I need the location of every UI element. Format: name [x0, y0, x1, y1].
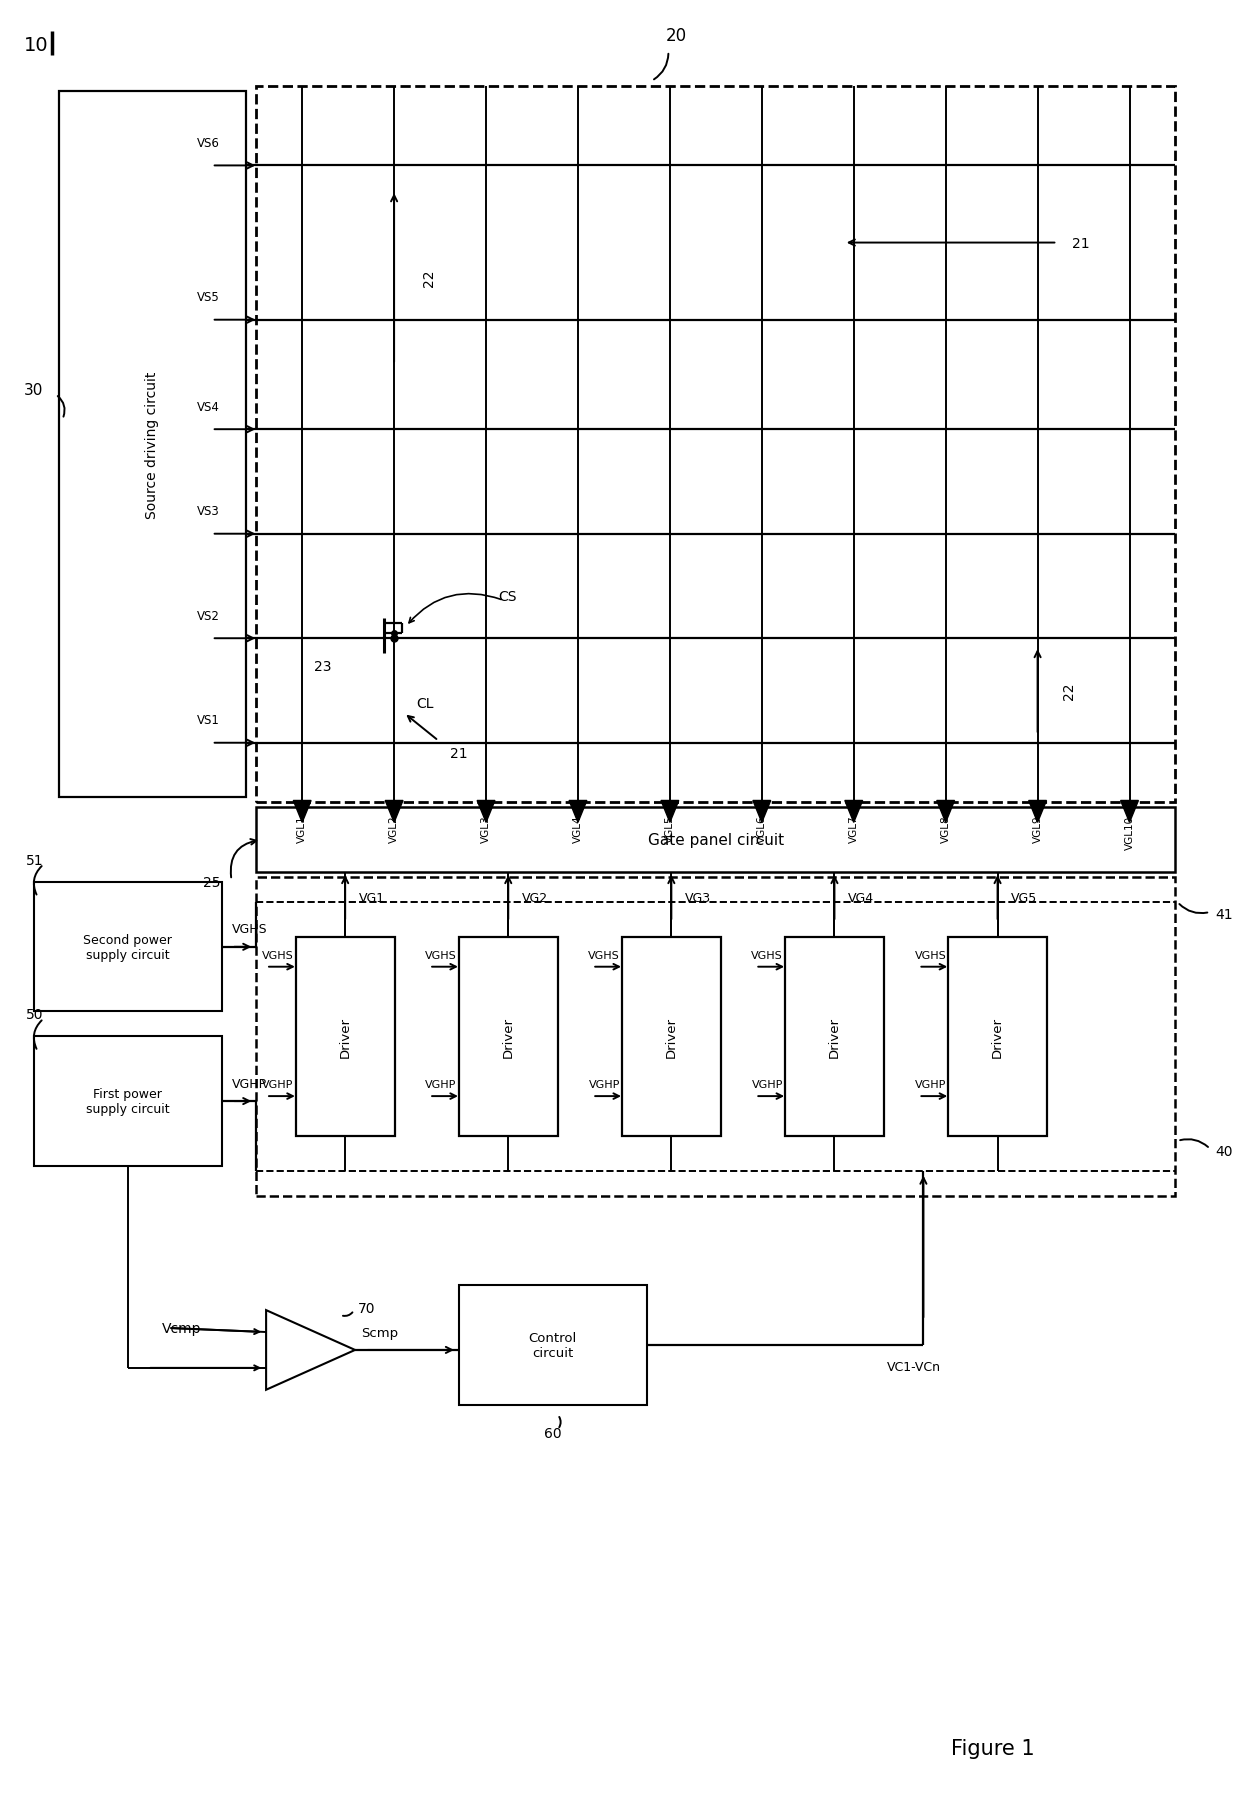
Text: 41: 41 [1215, 907, 1233, 922]
Text: VG4: VG4 [848, 891, 874, 904]
Text: 50: 50 [26, 1008, 43, 1023]
Polygon shape [1121, 801, 1138, 822]
Text: VG5: VG5 [1012, 891, 1038, 904]
Bar [33, 1037, 222, 1166]
Text: VS3: VS3 [197, 504, 221, 519]
Text: CL: CL [415, 696, 433, 710]
Text: VGHP: VGHP [232, 1077, 267, 1090]
Text: VGHS: VGHS [425, 950, 456, 960]
Text: VS1: VS1 [197, 714, 221, 726]
Bar [785, 938, 884, 1137]
Text: VS5: VS5 [197, 291, 221, 304]
Text: VS4: VS4 [197, 401, 221, 414]
Polygon shape [267, 1310, 355, 1390]
Text: First power
supply circuit: First power supply circuit [86, 1088, 170, 1115]
Text: VGHP: VGHP [751, 1079, 782, 1090]
Text: VGHP: VGHP [425, 1079, 456, 1090]
Text: VC1-VCn: VC1-VCn [887, 1361, 940, 1373]
Text: Driver: Driver [828, 1016, 841, 1057]
Text: Driver: Driver [339, 1016, 352, 1057]
Text: VGHS: VGHS [232, 923, 267, 936]
Text: 23: 23 [314, 660, 331, 674]
Text: 30: 30 [24, 383, 43, 398]
Text: VGL4: VGL4 [573, 815, 583, 842]
Text: VGL1: VGL1 [298, 815, 308, 842]
Text: VGHP: VGHP [263, 1079, 294, 1090]
Bar [33, 882, 222, 1012]
Text: VGHS: VGHS [588, 950, 620, 960]
Text: 22: 22 [1063, 683, 1076, 699]
Bar [622, 938, 720, 1137]
Text: Driver: Driver [665, 1016, 678, 1057]
Text: CMP: CMP [293, 1344, 319, 1357]
Text: VGL7: VGL7 [848, 815, 859, 842]
Text: 70: 70 [358, 1301, 376, 1315]
Polygon shape [386, 801, 403, 822]
Text: 51: 51 [26, 853, 43, 867]
Text: 10: 10 [24, 36, 48, 56]
Text: VGL8: VGL8 [941, 815, 951, 842]
Text: Driver: Driver [502, 1016, 515, 1057]
Text: 21: 21 [450, 746, 467, 761]
Text: Gate panel circuit: Gate panel circuit [647, 833, 784, 847]
Polygon shape [569, 801, 587, 822]
Text: VG3: VG3 [686, 891, 712, 904]
Text: VGHS: VGHS [751, 950, 784, 960]
Polygon shape [294, 801, 311, 822]
Text: 22: 22 [422, 269, 435, 287]
Text: VGL10: VGL10 [1125, 815, 1135, 849]
Polygon shape [753, 801, 771, 822]
Text: VG1: VG1 [360, 891, 386, 904]
Text: VGL5: VGL5 [665, 815, 675, 842]
Text: Control
circuit: Control circuit [528, 1332, 577, 1359]
Text: Scmp: Scmp [361, 1326, 398, 1339]
Text: 20: 20 [666, 27, 687, 45]
Text: Second power
supply circuit: Second power supply circuit [83, 932, 172, 961]
Text: Vcmp: Vcmp [162, 1321, 202, 1335]
Text: VG2: VG2 [522, 891, 548, 904]
Polygon shape [477, 801, 495, 822]
Text: 60: 60 [544, 1426, 562, 1440]
Bar [257, 808, 1176, 873]
Bar [459, 1285, 646, 1404]
Text: Figure 1: Figure 1 [951, 1738, 1034, 1758]
Text: VS2: VS2 [197, 609, 221, 622]
Text: 21: 21 [1073, 237, 1090, 251]
Bar [949, 938, 1047, 1137]
Text: VGHS: VGHS [262, 950, 294, 960]
Polygon shape [1029, 801, 1047, 822]
Text: VGHP: VGHP [589, 1079, 620, 1090]
Bar [296, 938, 394, 1137]
Polygon shape [936, 801, 955, 822]
Text: Source driving circuit: Source driving circuit [145, 370, 160, 519]
Text: VGL6: VGL6 [756, 815, 766, 842]
Text: Driver: Driver [991, 1016, 1004, 1057]
Text: 25: 25 [203, 876, 221, 889]
Text: VGL2: VGL2 [389, 815, 399, 842]
Text: VGHP: VGHP [915, 1079, 946, 1090]
Text: VGL3: VGL3 [481, 815, 491, 842]
Text: CS: CS [498, 591, 517, 604]
Text: VGL9: VGL9 [1033, 815, 1043, 842]
Text: VGHS: VGHS [914, 950, 946, 960]
Text: VS6: VS6 [197, 137, 221, 150]
Bar [257, 87, 1176, 802]
Bar [459, 938, 558, 1137]
Text: 40: 40 [1215, 1144, 1233, 1158]
Bar [257, 878, 1176, 1196]
Polygon shape [844, 801, 863, 822]
Polygon shape [661, 801, 678, 822]
Bar [58, 92, 247, 799]
